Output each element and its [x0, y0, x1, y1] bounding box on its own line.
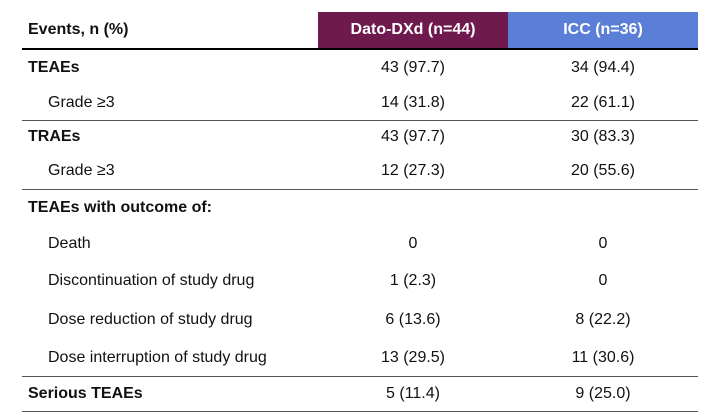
table-row: Discontinuation of study drug 1 (2.3) 0 — [22, 262, 698, 300]
table-cell: 0 — [598, 272, 608, 289]
table-cell: 0 — [408, 235, 418, 252]
header-cell: Events, n (%) — [28, 21, 129, 38]
header-row: Events, n (%) Dato-DXd (n=44) ICC (n=36) — [22, 12, 698, 50]
table-cell: 0 — [598, 235, 608, 252]
table-cell: 13 (29.5) — [380, 348, 446, 366]
table-cell: 9 (25.0) — [575, 385, 631, 402]
table-cell: 22 (61.1) — [570, 94, 636, 111]
table-cell: 20 (55.6) — [570, 162, 636, 179]
table-cell: 34 (94.4) — [570, 59, 636, 76]
table-row: Serious TEAEs 5 (11.4) 9 (25.0) — [22, 377, 698, 412]
table-cell: 14 (31.8) — [380, 94, 446, 111]
table-cell: Grade ≥3 — [48, 162, 115, 179]
table-row: Grade ≥3 14 (31.8) 22 (61.1) — [22, 86, 698, 121]
table-row: Dose interruption of study drug 13 (29.5)… — [22, 339, 698, 377]
table-cell: 30 (83.3) — [570, 128, 636, 145]
table-cell: 5 (11.4) — [386, 385, 440, 402]
table-row: TEAEs 43 (97.7) 34 (94.4) — [22, 50, 698, 86]
table-cell: 43 (97.7) — [380, 59, 446, 76]
table-cell: 11 (30.6) — [571, 348, 635, 366]
table-cell: Grade ≥3 — [48, 94, 115, 111]
table-cell: 43 (97.7) — [380, 128, 446, 145]
table: Events, n (%) Dato-DXd (n=44) ICC (n=36)… — [22, 12, 698, 412]
header-cell: ICC (n=36) — [508, 12, 698, 48]
table-cell: Dose reduction of study drug — [48, 310, 253, 328]
table-cell: Serious TEAEs — [28, 385, 143, 402]
table-row: Dose reduction of study drug 6 (13.6) 8 (2… — [22, 300, 698, 339]
table-cell: 12 (27.3) — [380, 162, 446, 179]
table-row: Grade ≥3 12 (27.3) 20 (55.6) — [22, 153, 698, 190]
table-row: TEAEs with outcome of: — [22, 190, 698, 226]
table-cell: TEAEs with outcome of: — [28, 199, 212, 216]
table-row: TRAEs 43 (97.7) 30 (83.3) — [22, 121, 698, 153]
table-cell: Discontinuation of study drug — [48, 272, 255, 289]
table-row: Death 0 0 — [22, 226, 698, 262]
table-cell: 8 (22.2) — [575, 310, 631, 328]
table-cell: Dose interruption of study drug — [48, 348, 267, 366]
table-cell: Death — [48, 235, 91, 252]
table-cell: 1 (2.3) — [389, 272, 437, 289]
table-cell: TEAEs — [28, 59, 80, 76]
table-cell: TRAEs — [28, 128, 81, 145]
table-cell: 6 (13.6) — [385, 310, 441, 328]
header-cell: Dato-DXd (n=44) — [318, 12, 508, 48]
